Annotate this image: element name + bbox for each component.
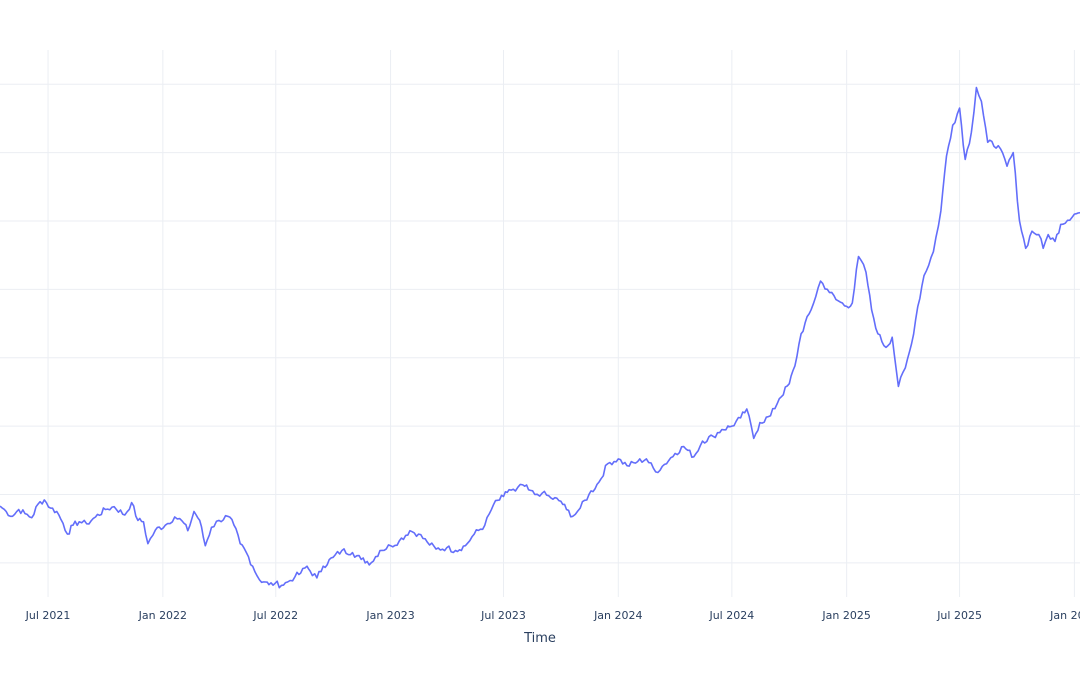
x-tick-label: Jul 2025 (936, 609, 982, 622)
y-gridlines (0, 83, 1080, 564)
series-layer (0, 86, 1080, 589)
x-tick-label: Jul 2024 (708, 609, 754, 622)
x-tick-label: Jan 2025 (821, 609, 870, 622)
x-tick-label: Jan 2022 (138, 609, 187, 622)
x-tick-label: Jul 2021 (25, 609, 71, 622)
x-tick-label: Jul 2022 (252, 609, 298, 622)
x-axis-ticks: Jul 2021 Jan 2022 Jul 2022 Jan 2023 Jul 2023… (25, 609, 1080, 622)
series-line (0, 86, 1080, 589)
x-tick-label: Jan 2024 (593, 609, 642, 622)
x-gridlines (47, 50, 1075, 597)
x-axis-title: Time (523, 631, 556, 646)
x-tick-label: Jan 2026 (1049, 609, 1080, 622)
x-tick-label: Jan 2023 (365, 609, 414, 622)
x-tick-label: Jul 2023 (480, 609, 526, 622)
